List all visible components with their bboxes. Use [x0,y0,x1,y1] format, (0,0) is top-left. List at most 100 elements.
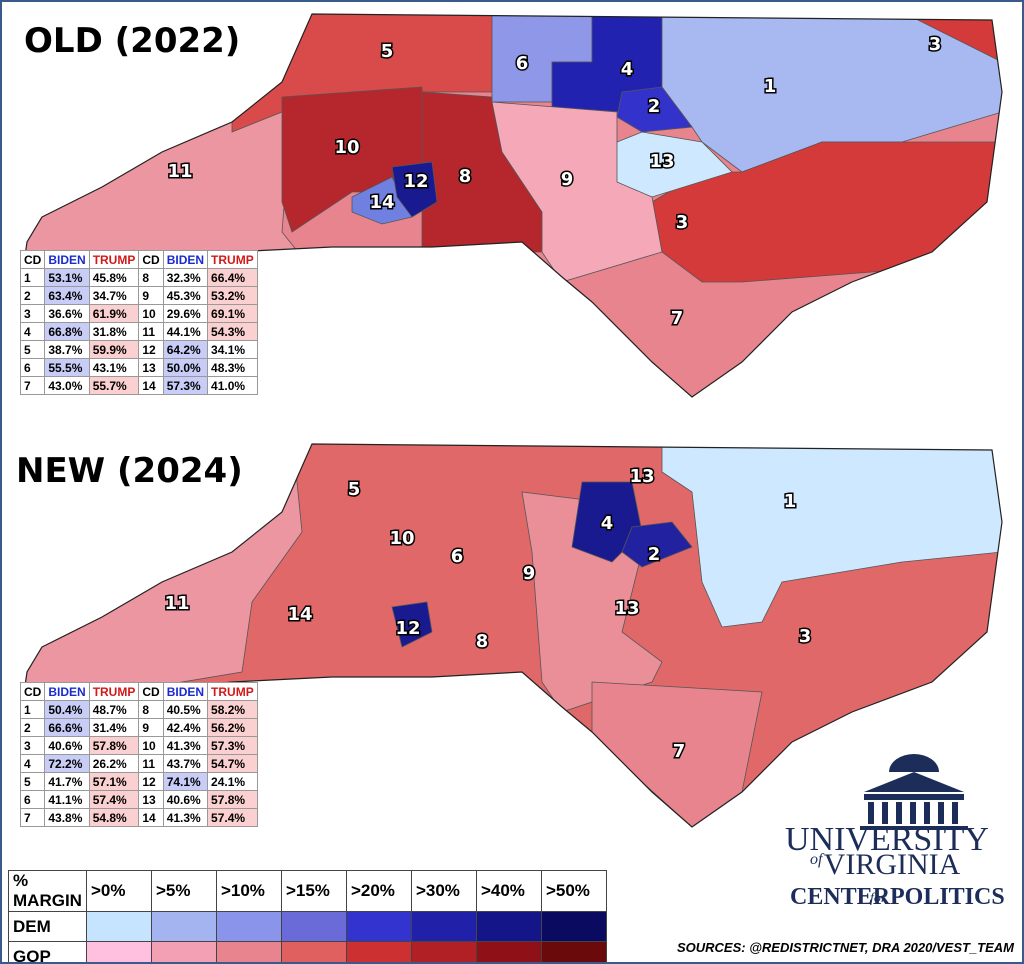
table-cell: 40.5% [162,700,209,719]
district-label: 8 [459,166,472,187]
district-label: 13 [629,466,654,487]
legend-swatch [85,941,152,962]
legend-row-label: GOP [8,941,87,962]
district-label: 1 [764,76,777,97]
district-label: 13 [614,598,639,619]
results-table: CD BIDEN TRUMP CD BIDEN TRUMP 1 53.1% 45.8% 8 32.3… [19,250,258,395]
table-cell: 41.0% [207,376,258,395]
table-cell: 66.6% [44,718,90,737]
legend-swatch [280,941,347,962]
table-cell: 26.2% [88,754,140,773]
legend-swatch [150,911,217,942]
table-cell: 43.7% [162,754,209,773]
old-map [22,14,1002,397]
table-cell: 14 [138,808,164,827]
district-label: 3 [929,34,942,55]
district-label: 4 [621,59,634,80]
table-cell: 57.3% [207,736,258,755]
sources: SOURCES: @REDISTRICTNET, DRA 2020/VEST_T… [677,940,1015,955]
district-label: 9 [523,563,536,584]
table-cell: 48.7% [88,700,140,719]
table-cell: 38.7% [44,340,90,359]
header-cell: BIDEN [162,682,209,701]
district-label: 5 [381,41,394,62]
table-cell: 54.7% [207,754,258,773]
table-cell: 5 [19,340,46,359]
table-cell: 11 [138,754,164,773]
table-cell: 54.3% [207,322,258,341]
legend-swatch [345,911,412,942]
table-cell: 32.3% [162,268,209,287]
table-cell: 6 [19,790,46,809]
district-label: 4 [601,513,614,534]
table-cell: 24.1% [207,772,258,791]
header-cell: TRUMP [207,250,258,269]
table-cell: 57.4% [207,808,258,827]
district-label: 5 [348,479,361,500]
table-row: 4 66.8% 31.8% 11 44.1% 54.3% [19,322,258,341]
table-cell: 13 [138,790,164,809]
table-cell: 9 [138,718,164,737]
table-cell: 5 [19,772,46,791]
logo-text: UNIVERSITY [785,821,989,858]
table-cell: 55.5% [44,358,90,377]
table-cell: 29.6% [162,304,209,323]
table-cell: 57.4% [88,790,140,809]
legend-header-cell: >40% [475,870,542,912]
table-cell: 69.1% [207,304,258,323]
table-cell: 66.4% [207,268,258,287]
header-cell: TRUMP [88,682,140,701]
district-label: 9 [561,169,574,190]
table-cell: 36.6% [44,304,90,323]
legend-swatch [475,941,542,962]
legend-header-cell: >50% [540,870,607,912]
table-cell: 34.1% [207,340,258,359]
table-row: 3 36.6% 61.9% 10 29.6% 69.1% [19,304,258,323]
legend-swatch [475,911,542,942]
table-cell: 2 [19,286,46,305]
logo-text: VIRGINIA [824,848,961,881]
header-cell: TRUMP [207,682,258,701]
table-cell: 44.1% [162,322,209,341]
logo-text: POLITICS [890,884,1005,910]
legend-header-cell: >5% [150,870,217,912]
district-label: 8 [476,631,489,652]
district-label: 3 [799,626,812,647]
table-cell: 53.2% [207,286,258,305]
legend-header-cell: >10% [215,870,282,912]
table-cell: 64.2% [162,340,209,359]
table-cell: 63.4% [44,286,90,305]
table-row: 1 50.4% 48.7% 8 40.5% 58.2% [19,700,258,719]
table-cell: 12 [138,772,164,791]
legend-header-cell: % MARGIN [8,870,87,912]
table-cell: 10 [138,736,164,755]
table-row: 3 40.6% 57.8% 10 41.3% 57.3% [19,736,258,755]
table-cell: 3 [19,304,46,323]
results-table: CD BIDEN TRUMP CD BIDEN TRUMP 1 50.4% 48.7% 8 40.5… [19,682,258,827]
map-title: NEW (2024) [16,451,243,491]
table-cell: 66.8% [44,322,90,341]
legend-swatch [150,941,217,962]
district-label: 2 [648,544,661,565]
table-cell: 1 [19,700,46,719]
map-title: OLD (2022) [24,21,240,61]
district-label: 6 [516,53,529,74]
district-label: 14 [287,604,312,625]
legend-row: DEM [8,911,607,942]
table-cell: 55.7% [88,376,140,395]
district-label: 3 [676,212,689,233]
legend-header-cell: >30% [410,870,477,912]
header-cell: TRUMP [88,250,140,269]
table-cell: 40.6% [162,790,209,809]
table-row: 6 41.1% 57.4% 13 40.6% 57.8% [19,790,258,809]
table-cell: 59.9% [88,340,140,359]
district-label: 13 [649,151,674,172]
table-cell: 57.3% [162,376,209,395]
table-cell: 31.8% [88,322,140,341]
district-label: 6 [451,546,464,567]
table-cell: 7 [19,376,46,395]
legend-header-cell: >0% [85,870,152,912]
district-label: 10 [389,528,414,549]
